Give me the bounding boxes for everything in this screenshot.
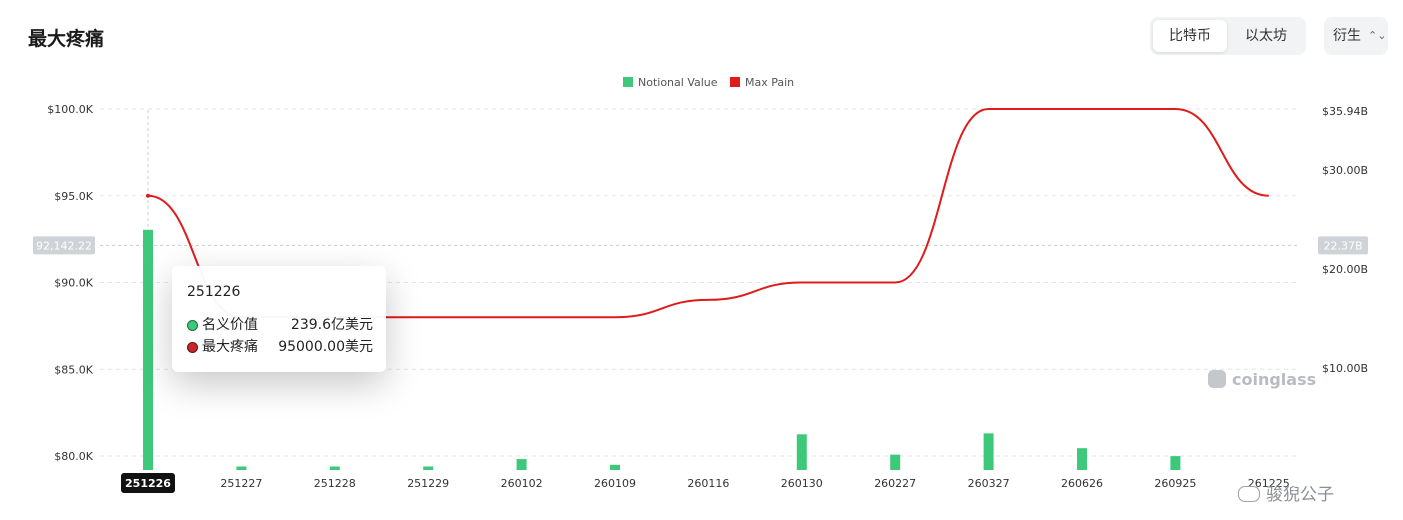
coinglass-watermark: coinglass [1208, 370, 1316, 389]
coin-segmented-control: 比特币 以太坊 [1150, 17, 1306, 55]
notional-bar [610, 464, 620, 470]
tab-btc[interactable]: 比特币 [1153, 20, 1227, 52]
maxpain-dot-icon [187, 342, 198, 353]
coinglass-logo-icon [1208, 370, 1226, 388]
crosshair-left-badge [33, 236, 95, 255]
wechat-icon [1238, 486, 1260, 502]
x-tick-label: 260116 [687, 477, 729, 490]
notional-bar [329, 466, 340, 470]
y-axis-left: $80.0K $85.0K $90.0K $95.0K $100.0K 92,142.22 [33, 103, 95, 463]
legend-maxpain-swatch [730, 77, 740, 87]
y-right-tick-label: $35.94B [1322, 105, 1368, 118]
x-tick-label: 260102 [501, 477, 543, 490]
x-active-badge [121, 473, 175, 493]
watermark-brand-text: coinglass [1232, 370, 1317, 389]
x-tick-label: 260925 [1154, 477, 1196, 490]
type-dropdown[interactable]: 衍生 ⌃⌄ [1324, 17, 1388, 55]
tooltip-title: 251226 [187, 284, 241, 300]
legend-notional-label: Notional Value [638, 76, 718, 89]
bars [143, 229, 1181, 470]
crosshair-right-label: 22.37B [1323, 239, 1362, 252]
tooltip-value: 239.6亿美元 [290, 317, 373, 333]
chevron-updown-icon: ⌃⌄ [1368, 29, 1387, 42]
notional-bar [143, 229, 153, 470]
x-tick-label: 260626 [1061, 477, 1103, 490]
y-right-tick-label: $10.00B [1322, 362, 1368, 375]
x-tick-label: 260130 [781, 477, 823, 490]
tooltip-label: 名义价值 [202, 317, 258, 333]
y-right-tick-label: $20.00B [1322, 263, 1368, 276]
max-pain-point [146, 193, 150, 198]
x-tick-label: 260227 [874, 477, 916, 490]
watermark-author-text: 骏猊公子 [1266, 485, 1334, 505]
tab-eth[interactable]: 以太坊 [1245, 28, 1287, 44]
notional-bar [423, 466, 434, 470]
x-tick-label: 251226 [125, 477, 171, 490]
x-tick-label: 260109 [594, 477, 636, 490]
y-left-tick-label: $80.0K [54, 450, 93, 463]
x-tick-label: 260327 [968, 477, 1010, 490]
notional-bar [516, 459, 527, 470]
notional-dot-icon [187, 320, 198, 331]
tooltip-value: 95000.00美元 [278, 339, 373, 355]
y-left-tick-label: $95.0K [54, 190, 93, 203]
y-left-tick-label: $85.0K [54, 363, 93, 376]
y-left-tick-label: $90.0K [54, 277, 93, 290]
x-tick-label: 251228 [314, 477, 356, 490]
y-right-tick-label: $30.00B [1322, 164, 1368, 177]
type-dropdown-value: 衍生 [1333, 28, 1361, 44]
crosshair-right-badge [1318, 236, 1368, 255]
y-axis-right: $10.00B $20.00B $30.00B $35.94B 22.37B [1318, 105, 1368, 375]
author-watermark: 骏猊公子 [1238, 480, 1334, 505]
x-axis: 251226 251227 251228 251229 260102 260109 2601… [121, 473, 1290, 493]
tooltip-label: 最大疼痛 [202, 339, 258, 355]
notional-bar [1170, 456, 1181, 470]
notional-bar [1077, 448, 1087, 470]
tooltip-row-notional: 名义价值 239.6亿美元 [187, 315, 373, 335]
legend-notional-swatch [623, 77, 633, 87]
page-title: 最大疼痛 [28, 28, 105, 50]
legend-maxpain-label: Max Pain [745, 76, 794, 89]
legend: Notional Value Max Pain [623, 76, 794, 89]
x-tick-label: 251227 [220, 477, 262, 490]
x-tick-label: 251229 [407, 477, 449, 490]
y-left-tick-label: $100.0K [47, 103, 93, 116]
notional-bar [796, 434, 807, 470]
crosshair-left-label: 92,142.22 [36, 239, 92, 252]
x-tick-label: 261225 [1248, 477, 1290, 490]
notional-bar [236, 466, 247, 470]
notional-bar [983, 433, 994, 470]
tooltip-row-maxpain: 最大疼痛 95000.00美元 [187, 337, 373, 357]
notional-bar [890, 454, 901, 470]
chart-tooltip: 251226 名义价值 239.6亿美元 最大疼痛 95000.00美元 [172, 266, 386, 372]
